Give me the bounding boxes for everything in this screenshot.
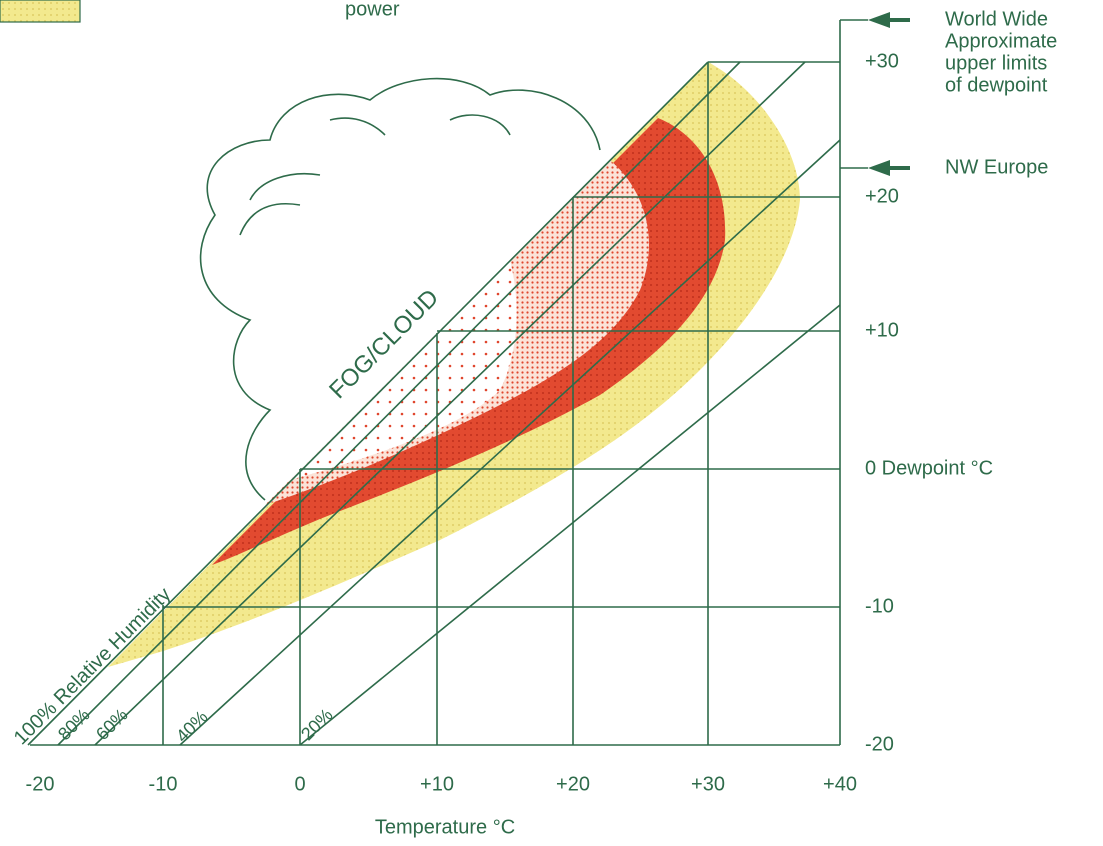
arrow <box>868 160 910 176</box>
humidity-label: 20% <box>297 705 337 745</box>
diagram: power World Wide Approximate upper limit… <box>0 0 1103 846</box>
y-tick-label: -20 <box>865 733 894 755</box>
annotation: of dewpoint <box>945 74 1048 96</box>
cloud-detail <box>250 174 320 200</box>
legend-label: power <box>345 0 400 20</box>
annotation: NW Europe <box>945 156 1048 178</box>
x-tick-label: +20 <box>556 773 590 795</box>
annotation: World Wide <box>945 8 1048 30</box>
y-tick-label: 0 Dewpoint °C <box>865 457 993 479</box>
y-tick-label: -10 <box>865 595 894 617</box>
x-tick-label: +40 <box>823 773 857 795</box>
x-tick-label: -10 <box>149 773 178 795</box>
x-tick-label: -20 <box>26 773 55 795</box>
humidity-label: 40% <box>172 707 212 747</box>
x-tick-label: 0 <box>294 773 305 795</box>
x-tick-label: +10 <box>420 773 454 795</box>
y-tick-label: +10 <box>865 319 899 341</box>
legend-swatch <box>0 0 80 22</box>
annotation: upper limits <box>945 52 1047 74</box>
y-tick-label: +30 <box>865 50 899 72</box>
annotation: Approximate <box>945 30 1057 52</box>
x-axis-title: Temperature °C <box>375 816 515 838</box>
cloud-detail <box>450 115 510 135</box>
x-tick-label: +30 <box>691 773 725 795</box>
y-tick-label: +20 <box>865 185 899 207</box>
cloud-detail <box>240 204 300 235</box>
arrow <box>868 12 910 28</box>
humidity-label: 60% <box>92 705 132 745</box>
humidity-label: 100% Relative Humidity <box>10 584 176 750</box>
cloud-detail <box>330 118 385 135</box>
